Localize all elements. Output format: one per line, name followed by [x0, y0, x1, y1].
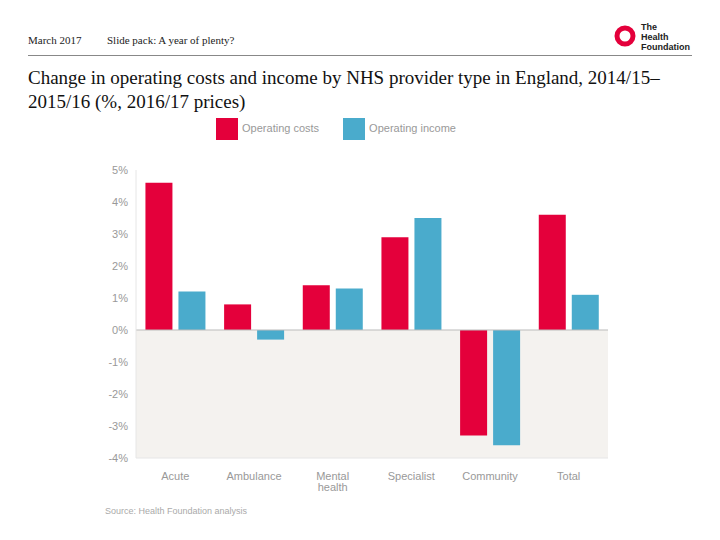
svg-text:1%: 1%: [112, 292, 128, 304]
svg-text:Total: Total: [557, 470, 580, 482]
html-text:Foundation: Foundation: [641, 42, 690, 52]
html-text:Operating costs: Operating costs: [242, 121, 320, 134]
svg-text:2%: 2%: [112, 260, 128, 272]
svg-text:-2%: -2%: [108, 388, 128, 400]
svg-text:Acute: Acute: [161, 470, 189, 482]
svg-text:-1%: -1%: [108, 356, 128, 368]
html-text:March 2017: March 2017: [28, 34, 82, 46]
html-text:The: The: [641, 22, 657, 32]
html-text:Slide pack: A year of plenty?: Slide pack: A year of plenty?: [107, 34, 235, 46]
svg-text:-4%: -4%: [108, 452, 128, 464]
svg-text:3%: 3%: [112, 228, 128, 240]
svg-text:-3%: -3%: [108, 420, 128, 432]
html-text:Change in operating costs and: Change in operating costs and income by …: [28, 67, 660, 112]
svg-text:5%: 5%: [112, 164, 128, 176]
svg-text:Community: Community: [462, 470, 518, 482]
svg-text:0%: 0%: [112, 324, 128, 336]
svg-text:Ambulance: Ambulance: [226, 470, 281, 482]
svg-text:Specialist: Specialist: [388, 470, 435, 482]
svg-text:4%: 4%: [112, 196, 128, 208]
html-text:Operating income: Operating income: [369, 121, 456, 134]
html-text:Health: Health: [641, 32, 669, 42]
svg-text:Mentalhealth: Mentalhealth: [316, 470, 349, 493]
html-text:Source: Health Foundation anal: Source: Health Foundation analysis: [105, 506, 248, 516]
